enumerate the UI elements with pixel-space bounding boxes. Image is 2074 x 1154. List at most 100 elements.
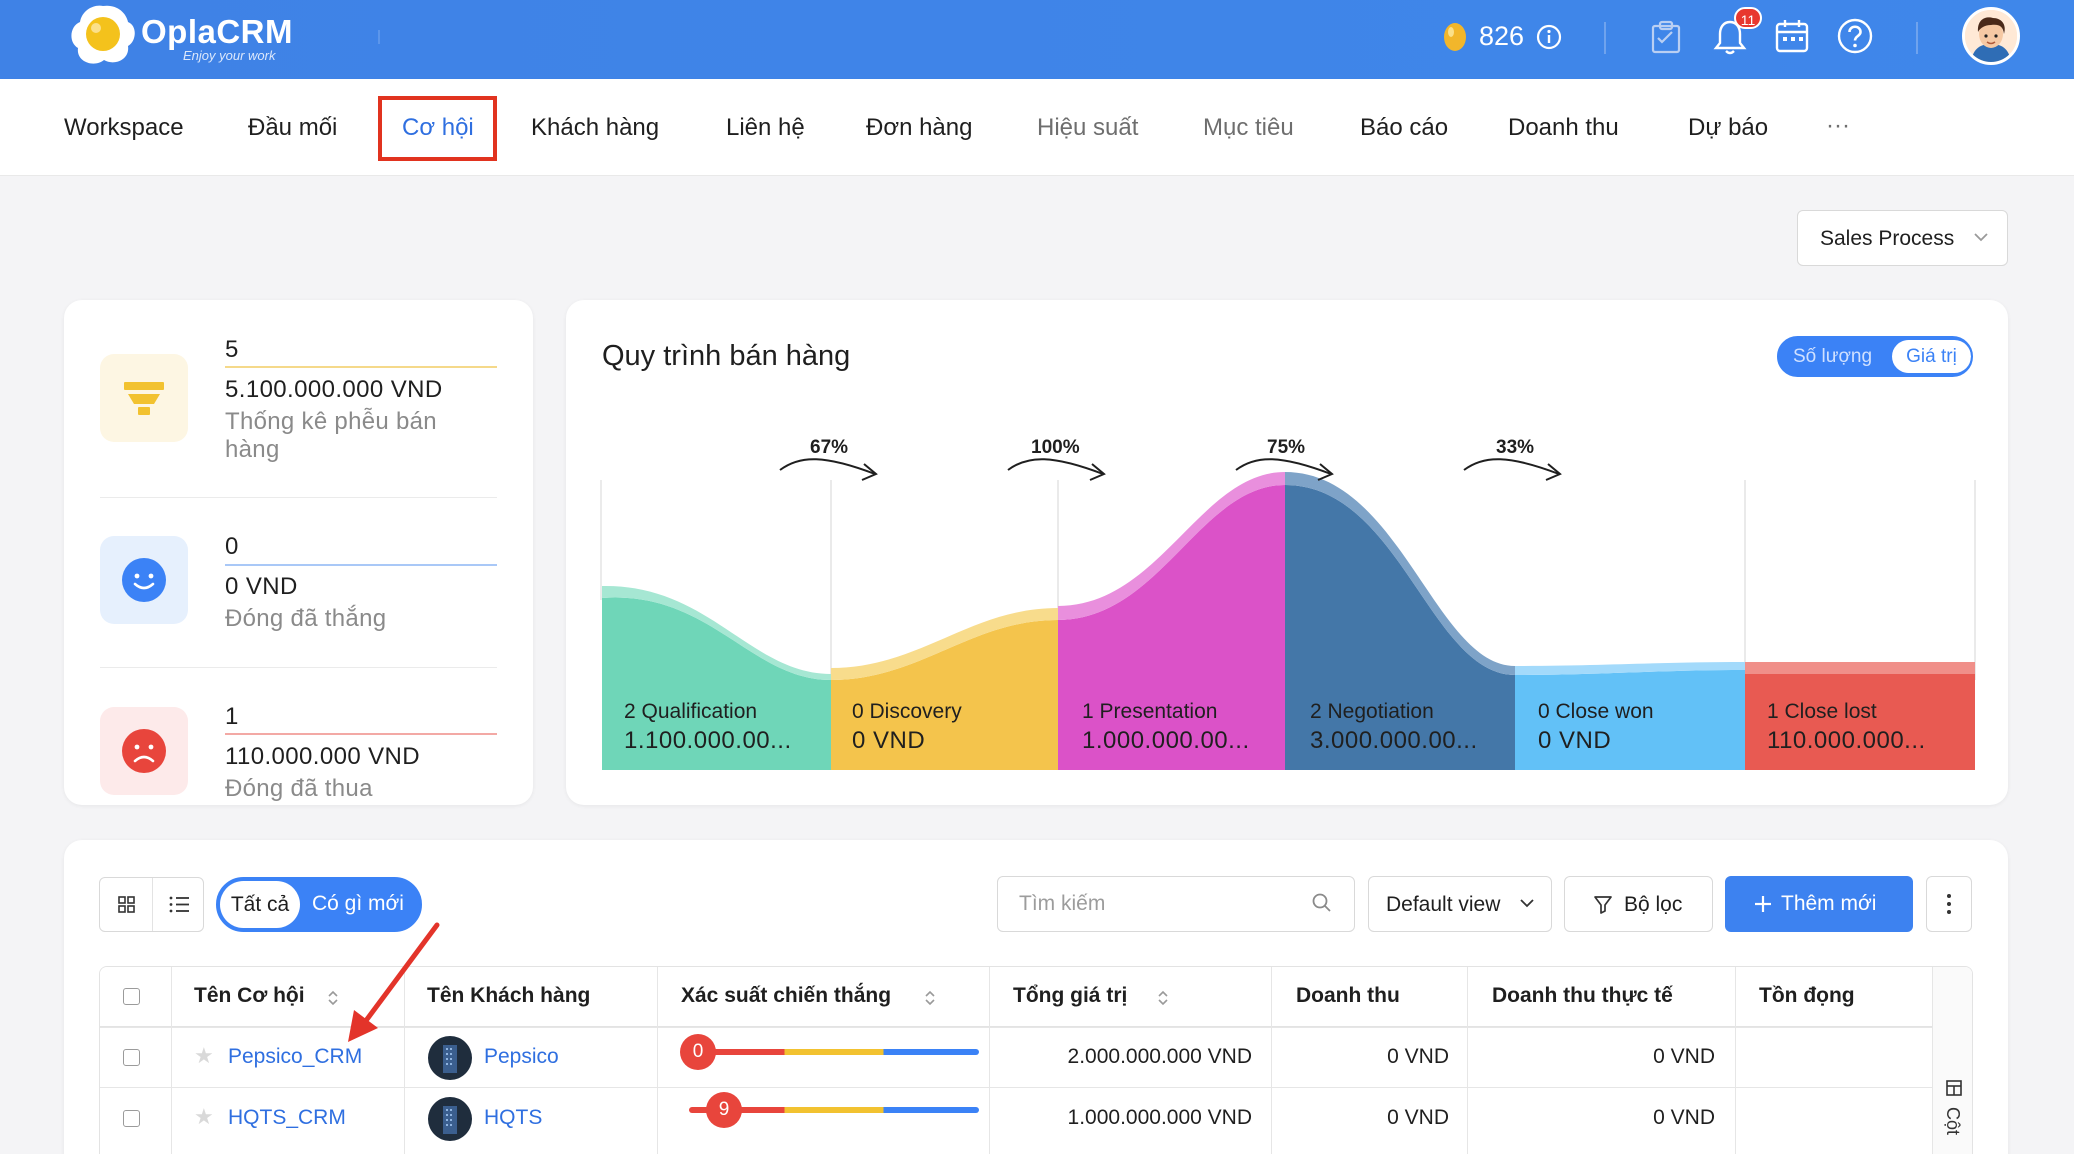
nav-performance[interactable]: Hiệu suất: [1037, 114, 1139, 141]
col-header-actual-revenue[interactable]: Doanh thu thực tế: [1492, 984, 1673, 1007]
header-divider: [1916, 22, 1918, 54]
customer-name-link[interactable]: Pepsico: [484, 1045, 559, 1068]
coin-balance: 826: [1479, 21, 1525, 51]
filter-all[interactable]: Tất cả: [220, 881, 300, 928]
column-divider: [1271, 967, 1272, 1154]
probability-knob[interactable]: 9: [706, 1092, 742, 1128]
col-header-opportunity[interactable]: Tên Cơ hội: [194, 984, 305, 1007]
help-icon[interactable]: [1836, 17, 1874, 55]
columns-panel-label: Cột: [1943, 1107, 1963, 1136]
filter-button[interactable]: Bộ lọc: [1564, 876, 1713, 932]
nav-contacts[interactable]: Liên hệ: [726, 114, 805, 141]
col-header-backlog[interactable]: Tồn đọng: [1759, 984, 1855, 1007]
search-input[interactable]: [997, 876, 1355, 932]
conversion-arrow-icon: [1463, 458, 1560, 475]
sort-icon[interactable]: [924, 989, 936, 1007]
stage-discovery-area: [831, 620, 1058, 770]
kebab-menu-icon: [1947, 894, 1951, 914]
nav-customers[interactable]: Khách hàng: [531, 114, 660, 141]
conversion-label: 67%: [810, 437, 849, 458]
sales-process-select[interactable]: Sales Process: [1797, 210, 2008, 266]
stage-close-won-area: [1515, 670, 1745, 770]
col-header-revenue[interactable]: Doanh thu: [1296, 984, 1400, 1007]
stage-name: 2 Qualification: [624, 700, 758, 723]
stage-amount: 1.100.000.00...: [624, 727, 792, 754]
select-all-checkbox[interactable]: [123, 988, 140, 1005]
stat-won-label: Đóng đã thắng: [225, 605, 387, 632]
toggle-quantity[interactable]: Số lượng: [1793, 346, 1873, 367]
funnel-mode-toggle[interactable]: Số lượng Giá trị: [1777, 336, 1973, 377]
stage-name: 0 Discovery: [852, 700, 962, 723]
brand-name[interactable]: OplaCRM: [141, 13, 293, 50]
probability-knob[interactable]: 0: [680, 1034, 716, 1070]
star-icon[interactable]: ★: [194, 1104, 214, 1129]
customer-name-link[interactable]: HQTS: [484, 1106, 543, 1129]
toggle-value[interactable]: Giá trị: [1892, 340, 1971, 373]
list-view-button[interactable]: [152, 878, 204, 931]
sales-process-value: Sales Process: [1820, 227, 1955, 250]
more-options-button[interactable]: [1926, 876, 1972, 932]
stat-lost-amount: 110.000.000 VND: [225, 743, 421, 770]
search-icon[interactable]: [1310, 891, 1334, 915]
add-new-button[interactable]: Thêm mới: [1725, 876, 1913, 932]
conversion-arrow-icon: [1235, 458, 1332, 475]
row-checkbox[interactable]: [123, 1110, 140, 1127]
col-header-total[interactable]: Tổng giá trị: [1013, 984, 1128, 1007]
grid-icon: [118, 896, 135, 913]
nav-opportunities[interactable]: Cơ hội: [402, 114, 474, 141]
nav-workspace[interactable]: Workspace: [64, 114, 184, 141]
stage-amount: 0 VND: [852, 727, 926, 754]
nav-goals[interactable]: Mục tiêu: [1203, 114, 1294, 141]
stage-qualification-area: [602, 597, 831, 770]
stat-divider: [100, 667, 497, 668]
annotation-arrow: [348, 922, 440, 1042]
opportunity-name-link[interactable]: HQTS_CRM: [228, 1106, 346, 1129]
oplacrm-logo-icon[interactable]: [68, 2, 138, 68]
conversion-arrow-icon: [779, 458, 876, 475]
col-header-customer[interactable]: Tên Khách hàng: [427, 984, 591, 1007]
column-divider: [989, 967, 990, 1154]
column-divider: [404, 967, 405, 1154]
nav-forecast[interactable]: Dự báo: [1688, 114, 1769, 141]
filter-whats-new[interactable]: Có gì mới: [312, 892, 404, 915]
stage-amount: 3.000.000.00...: [1310, 727, 1478, 754]
conversion-label: 75%: [1267, 437, 1306, 458]
columns-panel-toggle[interactable]: Cột: [1932, 967, 1972, 1154]
column-divider: [657, 967, 658, 1154]
opportunity-name-link[interactable]: Pepsico_CRM: [228, 1045, 363, 1068]
sort-icon[interactable]: [327, 989, 339, 1007]
plus-icon: [1755, 896, 1771, 912]
user-avatar[interactable]: [1962, 7, 2020, 65]
stage-amount: 110.000.000...: [1767, 727, 1926, 754]
stage-amount: 0 VND: [1538, 727, 1612, 754]
chevron-down-icon: [1974, 233, 1988, 242]
calendar-icon[interactable]: [1774, 18, 1810, 54]
nav-reports[interactable]: Báo cáo: [1360, 114, 1449, 141]
nav-revenue[interactable]: Doanh thu: [1508, 114, 1619, 141]
customer-avatar: [428, 1036, 472, 1080]
notification-badge: 11: [1734, 7, 1762, 29]
stage-negotiation-area: [1285, 485, 1515, 770]
nav-more[interactable]: ···: [1826, 112, 1850, 139]
list-icon: [169, 896, 189, 913]
nav-orders[interactable]: Đơn hàng: [866, 114, 973, 141]
grid-view-button[interactable]: [100, 878, 152, 931]
probability-bar[interactable]: [689, 1049, 979, 1055]
tasks-icon[interactable]: [1648, 18, 1686, 56]
stage-close-lost-area: [1745, 674, 1975, 770]
stat-lost-rule: [225, 733, 497, 735]
column-divider: [1467, 967, 1468, 1154]
star-icon[interactable]: ★: [194, 1043, 214, 1068]
stage-name: 2 Negotiation: [1310, 700, 1434, 723]
probability-bar[interactable]: [689, 1107, 979, 1113]
brand-tagline: Enjoy your work: [183, 48, 276, 63]
revenue-cell: 0 VND: [1387, 1106, 1449, 1129]
quick-filter-toggle[interactable]: Tất cả Có gì mới: [216, 877, 422, 932]
info-icon[interactable]: [1536, 24, 1562, 50]
col-header-probability[interactable]: Xác suất chiến thắng: [681, 984, 892, 1007]
row-checkbox[interactable]: [123, 1049, 140, 1066]
filter-icon: [1594, 896, 1612, 914]
nav-leads[interactable]: Đầu mối: [248, 114, 338, 141]
view-select[interactable]: Default view: [1368, 876, 1552, 932]
sort-icon[interactable]: [1157, 989, 1169, 1007]
